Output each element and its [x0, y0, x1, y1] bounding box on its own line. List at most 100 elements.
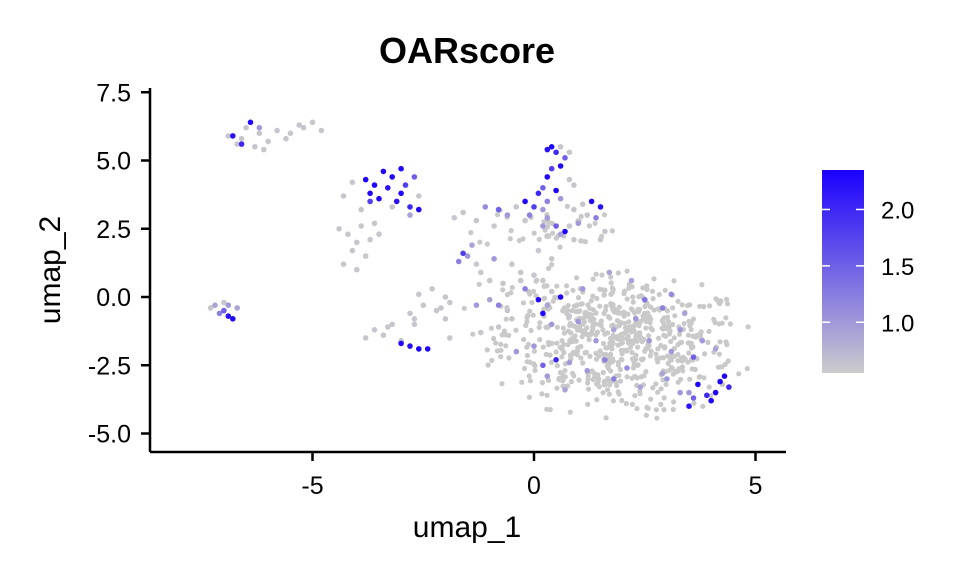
- cell-point: [721, 373, 728, 380]
- cell-point: [221, 307, 227, 314]
- cell-point: [207, 305, 214, 311]
- cell-point: [556, 375, 562, 382]
- cell-point: [579, 238, 585, 244]
- cell-point: [554, 340, 560, 346]
- cell-point: [663, 326, 669, 332]
- cell-point: [537, 320, 543, 326]
- cell-point: [708, 397, 714, 404]
- cell-point: [362, 335, 369, 341]
- cell-point: [635, 306, 641, 312]
- cell-point: [455, 258, 462, 265]
- cell-point: [557, 195, 564, 202]
- cell-point: [642, 296, 648, 303]
- cell-point: [725, 358, 731, 364]
- cell-point: [648, 325, 654, 331]
- cell-point: [593, 310, 599, 316]
- cell-point: [513, 348, 520, 355]
- cell-point: [570, 287, 576, 293]
- cell-point: [478, 329, 484, 336]
- cell-point: [717, 378, 723, 385]
- cell-point: [309, 119, 316, 126]
- cell-point: [583, 314, 589, 320]
- cell-point: [745, 324, 751, 330]
- cell-point: [521, 365, 528, 372]
- cell-point: [662, 344, 668, 350]
- cell-point: [681, 310, 688, 317]
- cell-point: [687, 376, 693, 382]
- cell-point: [547, 352, 553, 358]
- cell-point: [550, 298, 556, 304]
- cell-point: [655, 346, 661, 352]
- cell-point: [678, 376, 684, 382]
- colorbar-gradient: [822, 170, 864, 373]
- cell-point: [725, 301, 731, 307]
- cell-point: [553, 357, 559, 363]
- cell-point: [230, 133, 236, 139]
- cell-point: [536, 324, 542, 331]
- cell-point: [599, 272, 605, 278]
- cell-point: [624, 374, 630, 380]
- cell-point: [633, 332, 639, 338]
- cell-point: [566, 223, 573, 229]
- cell-point: [561, 330, 568, 336]
- cell-point: [561, 341, 567, 348]
- cell-point: [567, 322, 573, 328]
- cell-point: [559, 354, 565, 360]
- cell-point: [562, 155, 568, 161]
- cell-point: [486, 277, 493, 284]
- cell-point: [531, 348, 538, 354]
- cell-point: [665, 353, 671, 359]
- cell-point: [697, 331, 703, 337]
- cell-point: [594, 295, 600, 302]
- cell-point: [557, 163, 564, 169]
- cell-point: [564, 290, 570, 296]
- cell-point: [681, 321, 687, 327]
- cell-point: [621, 313, 627, 319]
- cell-point: [385, 324, 391, 330]
- cell-point: [654, 415, 660, 421]
- cell-point: [646, 343, 652, 349]
- cell-point: [707, 303, 713, 309]
- cell-point: [579, 329, 585, 335]
- cell-point: [447, 335, 453, 341]
- cell-point: [648, 348, 654, 354]
- cell-point: [367, 198, 373, 205]
- cell-point: [252, 144, 258, 150]
- cell-point: [592, 220, 598, 226]
- cell-point: [690, 354, 697, 360]
- cell-point: [598, 318, 605, 324]
- cell-point: [380, 332, 387, 339]
- cell-point: [461, 305, 467, 311]
- cell-point: [602, 357, 608, 363]
- cell-point: [643, 412, 650, 418]
- cell-point: [367, 190, 373, 197]
- cell-point: [726, 384, 732, 390]
- cell-point: [526, 373, 532, 379]
- cell-point: [575, 318, 582, 325]
- cell-point: [212, 302, 218, 309]
- cell-point: [671, 399, 677, 405]
- cell-point: [524, 352, 531, 359]
- cell-point: [578, 355, 584, 361]
- cell-point: [528, 327, 534, 334]
- cell-point: [585, 302, 591, 308]
- cell-point: [596, 353, 602, 359]
- cell-point: [354, 239, 360, 246]
- cell-point: [601, 212, 608, 218]
- cell-point: [686, 350, 692, 356]
- cell-point: [566, 149, 573, 156]
- cell-point: [715, 364, 722, 370]
- cell-point: [340, 261, 347, 268]
- cell-point: [557, 294, 564, 300]
- cell-point: [661, 407, 667, 413]
- cell-point: [495, 206, 502, 213]
- cell-point: [647, 304, 654, 310]
- cell-point: [340, 193, 347, 199]
- cell-point: [607, 341, 613, 347]
- cell-point: [476, 281, 482, 287]
- cell-point: [535, 247, 542, 254]
- cell-point: [610, 376, 617, 382]
- cell-point: [521, 336, 527, 343]
- cell-point: [675, 351, 681, 358]
- cell-point: [618, 340, 624, 347]
